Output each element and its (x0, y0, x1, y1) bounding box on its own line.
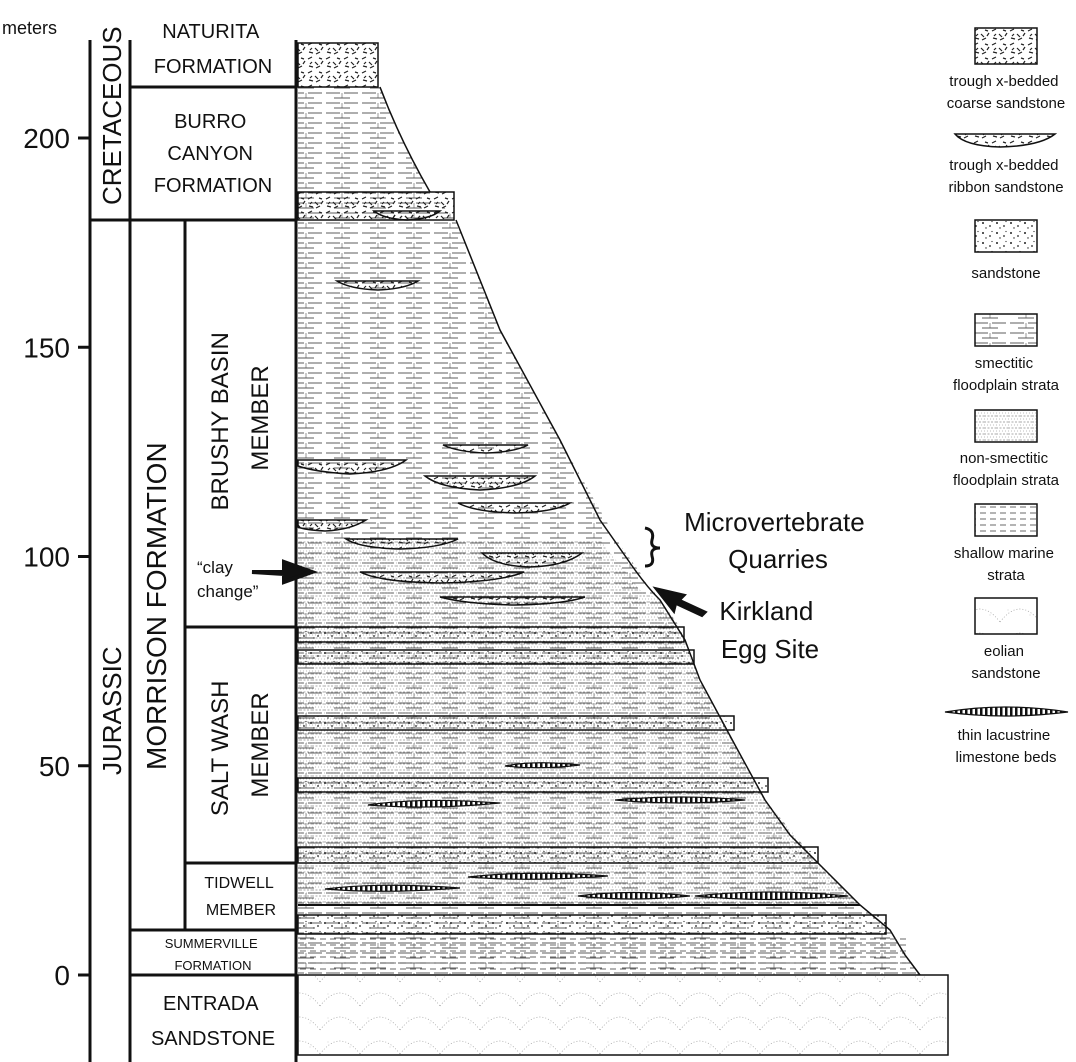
legend-label-sandstone: sandstone (971, 265, 1040, 282)
ribbon-sandstone-lens (442, 444, 529, 454)
summerville-marine-strata (298, 934, 906, 975)
member-label-salt-wash: SALT WASH MEMBER (207, 674, 274, 816)
axis-tick-label: 100 (23, 542, 70, 573)
limestone-lens (614, 796, 746, 804)
formation-label-summerville: SUMMERVILLE FORMATION (165, 936, 262, 973)
ribbon-sandstone-lens (422, 475, 538, 491)
legend-swatch-smectitic (974, 313, 1038, 347)
axis-tick-label: 200 (23, 123, 70, 154)
ribbon-sandstone-lens (343, 538, 459, 550)
ribbon-sandstone-lens (297, 519, 369, 532)
legend-swatch-marine (974, 503, 1038, 537)
axis-tick-label: 50 (39, 751, 70, 782)
legend-swatch-nonsmectitic (974, 409, 1038, 443)
limestone-lens (324, 884, 461, 892)
period-label-jurassic: JURASSIC (97, 646, 127, 775)
lithology-legend: trough x-bedded coarse sandstone trough … (944, 27, 1069, 766)
formation-label-entrada: ENTRADA SANDSTONE (151, 993, 275, 1050)
legend-label-ribbon: trough x-bedded ribbon sandstone (948, 157, 1063, 196)
legend-swatch-sandstone (974, 219, 1038, 253)
limestone-lens (577, 891, 691, 900)
member-label-tidwell: TIDWELL MEMBER (204, 875, 277, 919)
member-label-brushy-basin: BRUSHY BASIN MEMBER (207, 326, 274, 511)
sandstone-bed (297, 777, 769, 793)
ribbon-sandstone-lens (297, 459, 409, 475)
sandstone-bed (297, 649, 695, 665)
formation-label-burro-canyon: BURRO CANYON FORMATION (154, 111, 273, 197)
microvertebrate-bracket (644, 526, 661, 568)
limestone-lens (504, 762, 581, 769)
limestone-lens (467, 872, 609, 880)
kirkland-egg-site-label: Kirkland Egg Site (719, 596, 820, 664)
axis-unit-label: meters (2, 18, 57, 38)
lithology-column (297, 42, 949, 1056)
sandstone-bed (297, 626, 685, 643)
kirkland-arrow (652, 586, 708, 618)
legend-swatch-eolian (974, 597, 1038, 635)
legend-label-limestone: thin lacustrine limestone beds (956, 727, 1057, 766)
legend-swatch-coarse (974, 27, 1038, 65)
ribbon-sandstone-lens (359, 571, 525, 584)
legend-label-marine: shallow marine strata (954, 545, 1058, 584)
naturita-coarse-sandstone (297, 42, 379, 88)
entrada-eolian-sandstone (297, 974, 949, 1056)
ribbon-sandstone-lens (334, 280, 421, 291)
sandstone-bed (297, 914, 887, 935)
clay-change-label: “clay change” (197, 558, 259, 601)
legend-swatch-limestone (944, 706, 1069, 717)
limestone-lens (694, 891, 849, 901)
formation-label-morrison: MORRISON FORMATION (141, 442, 172, 770)
meters-axis: 200 100 150 50 0 (23, 123, 90, 991)
axis-tick-label: 150 (23, 332, 70, 363)
formation-name-columns (88, 40, 298, 1062)
ribbon-sandstone-lens (439, 596, 586, 606)
period-label-cretaceous: CRETACEOUS (97, 26, 127, 205)
legend-label-coarse: trough x-bedded coarse sandstone (947, 73, 1065, 112)
legend-label-nonsmectitic: non-smectitic floodplain strata (953, 450, 1060, 489)
ribbon-sandstone-lens (480, 552, 585, 568)
ribbon-sandstone-lens (371, 210, 443, 221)
microvertebrate-quarries-label: Microvertebrate Quarries (684, 507, 872, 574)
legend-label-eolian: eolian sandstone (971, 643, 1040, 682)
clay-change-arrow (251, 559, 318, 585)
formation-label-naturita: NATURITA FORMATION (154, 21, 273, 78)
sandstone-bed (297, 846, 819, 864)
legend-label-smectitic: smectitic floodplain strata (953, 355, 1060, 394)
axis-tick-label: 0 (54, 960, 70, 991)
sandstone-bed (297, 715, 735, 731)
column-profile-outline (379, 86, 921, 976)
legend-swatch-ribbon (953, 133, 1058, 148)
limestone-lens (367, 799, 501, 808)
ribbon-sandstone-lens (457, 502, 573, 514)
